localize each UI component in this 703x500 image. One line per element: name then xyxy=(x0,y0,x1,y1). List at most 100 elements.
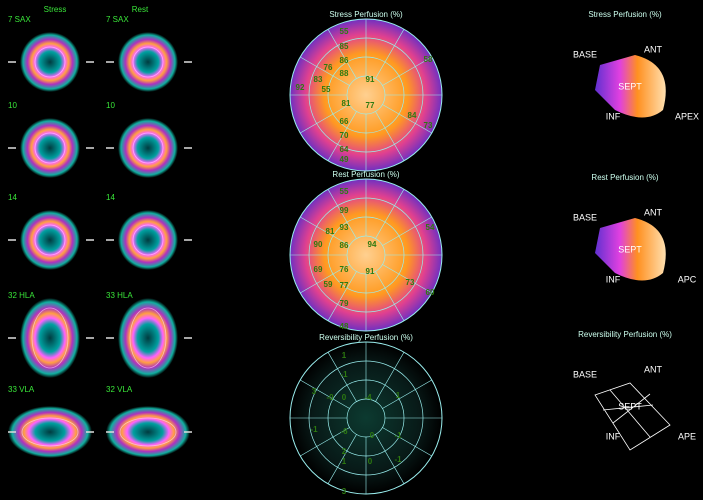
polar-spoke xyxy=(300,379,350,409)
slice-label: 32 HLA xyxy=(8,291,35,300)
view-label: BASE xyxy=(573,212,597,222)
view-label: INF xyxy=(606,111,621,121)
view-label: INF xyxy=(606,431,621,441)
polar-value: 73 xyxy=(424,121,433,130)
polar-value: 0 xyxy=(342,393,347,402)
polar-value: 55 xyxy=(340,27,349,36)
polar-title: Stress Perfusion (%) xyxy=(329,10,403,19)
heart-model xyxy=(595,55,666,118)
slice-label: 14 xyxy=(8,193,17,202)
polar-value: -1 xyxy=(340,370,348,379)
view-label: APEX xyxy=(675,111,699,121)
slice-label: 14 xyxy=(106,193,115,202)
column-header: Stress xyxy=(44,5,67,14)
slice-label: 7 SAX xyxy=(106,15,129,24)
polar-value: 66 xyxy=(340,117,349,126)
slice-ring xyxy=(132,46,164,78)
slice-label: 33 VLA xyxy=(8,385,35,394)
polar-spoke xyxy=(327,434,357,484)
slice-ring xyxy=(31,307,69,369)
polar-spoke xyxy=(382,104,432,134)
polar-value: -4 xyxy=(364,393,372,402)
view-title: Stress Perfusion (%) xyxy=(588,10,662,19)
polar-value: 55 xyxy=(340,187,349,196)
slice-image xyxy=(118,32,178,92)
slice-ring xyxy=(119,417,177,447)
view-label: ANT xyxy=(644,44,663,54)
polar-value: 1 xyxy=(396,391,401,400)
polar-value: 90 xyxy=(314,240,323,249)
polar-value: 60 xyxy=(426,288,435,297)
view-label: SEPT xyxy=(618,401,642,411)
slice-label: 7 SAX xyxy=(8,15,31,24)
slice-image xyxy=(20,32,80,92)
slice-ring xyxy=(129,307,167,369)
polar-value: 91 xyxy=(366,267,375,276)
polar-spoke xyxy=(382,379,432,409)
polar-spoke xyxy=(327,352,357,402)
polar-spoke xyxy=(382,216,432,246)
slice-label: 32 VLA xyxy=(106,385,133,394)
slice-ring xyxy=(34,224,66,256)
polar-value: 81 xyxy=(342,99,351,108)
polar-spoke xyxy=(375,271,405,321)
slice-ring xyxy=(132,224,164,256)
polar-value: 85 xyxy=(340,42,349,51)
view-label: INF xyxy=(606,274,621,284)
slice-image xyxy=(20,210,80,270)
view-title: Reversibility Perfusion (%) xyxy=(578,330,672,339)
polar-spoke xyxy=(327,189,357,239)
polar-spoke xyxy=(375,29,405,79)
polar-spoke xyxy=(382,427,432,457)
slice-label: 10 xyxy=(8,101,17,110)
slice-ring xyxy=(34,46,66,78)
slice-image xyxy=(118,118,178,178)
polar-value: 86 xyxy=(340,56,349,65)
polar-value: 77 xyxy=(366,101,375,110)
slice-ring xyxy=(21,417,79,447)
polar-value: -6 xyxy=(340,427,348,436)
polar-value: 94 xyxy=(368,240,377,249)
slice-ring xyxy=(34,132,66,164)
view-label: BASE xyxy=(573,49,597,59)
polar-spoke xyxy=(375,352,405,402)
slice-image xyxy=(8,406,92,458)
polar-value: 81 xyxy=(326,227,335,236)
polar-value: 99 xyxy=(340,206,349,215)
polar-spoke xyxy=(375,189,405,239)
view-label: APE xyxy=(678,431,696,441)
polar-value: 0 xyxy=(370,431,375,440)
view-label: SEPT xyxy=(618,81,642,91)
polar-value: 1 xyxy=(342,351,347,360)
polar-value: 83 xyxy=(314,75,323,84)
polar-value: 59 xyxy=(324,280,333,289)
polar-value: 88 xyxy=(340,69,349,78)
polar-spoke xyxy=(300,56,350,86)
polar-title: Reversibility Perfusion (%) xyxy=(319,333,413,342)
polar-title: Rest Perfusion (%) xyxy=(332,170,399,179)
polar-spoke xyxy=(300,264,350,294)
polar-spoke xyxy=(300,216,350,246)
polar-spoke xyxy=(382,56,432,86)
polar-value: -0 xyxy=(326,393,334,402)
polar-value: 93 xyxy=(340,223,349,232)
polar-value: 3 xyxy=(312,387,317,396)
slice-image xyxy=(20,118,80,178)
slice-image xyxy=(20,298,80,378)
slice-label: 10 xyxy=(106,101,115,110)
polar-value: 54 xyxy=(426,223,435,232)
polar-value: 79 xyxy=(340,299,349,308)
heart-model xyxy=(595,218,666,281)
polar-value: 58 xyxy=(424,55,433,64)
polar-value: 76 xyxy=(340,265,349,274)
polar-value: 86 xyxy=(340,241,349,250)
polar-value: -1 xyxy=(394,455,402,464)
polar-value: 3 xyxy=(342,487,347,496)
polar-value: 0 xyxy=(368,457,373,466)
polar-spoke xyxy=(375,434,405,484)
polar-value: 84 xyxy=(408,111,417,120)
polar-spoke xyxy=(327,29,357,79)
slice-image xyxy=(118,210,178,270)
view-label: SEPT xyxy=(618,244,642,254)
